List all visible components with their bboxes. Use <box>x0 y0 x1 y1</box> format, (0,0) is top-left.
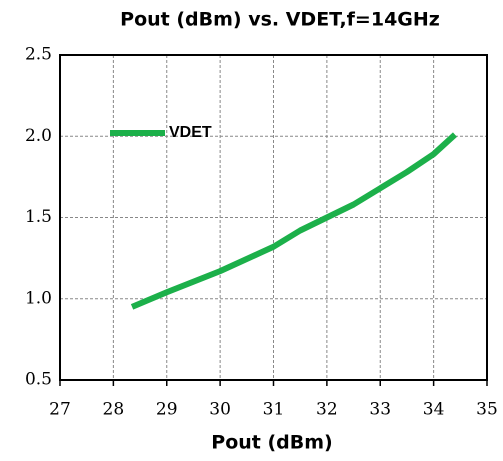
x-tick-label: 34 <box>423 400 445 420</box>
x-tick-label: 31 <box>263 400 285 420</box>
y-tick-label: 0.5 <box>25 370 52 390</box>
x-tick-label: 35 <box>476 400 498 420</box>
x-axis-label: Pout (dBm) <box>211 432 332 454</box>
y-tick-label: 2.0 <box>25 126 52 146</box>
x-tick-label: 30 <box>209 400 231 420</box>
chart-title: Pout (dBm) vs. VDET,f=14GHz <box>120 9 440 31</box>
x-tick-label: 33 <box>369 400 391 420</box>
data-line <box>130 132 457 310</box>
legend-label: VDET <box>169 124 212 141</box>
plot-frame <box>59 54 488 381</box>
y-tick-label: 1.5 <box>25 207 52 227</box>
x-tick-label: 28 <box>103 400 125 420</box>
x-tick-label: 27 <box>49 400 71 420</box>
x-tick-label: 29 <box>156 400 178 420</box>
y-tick-label: 1.0 <box>25 288 52 308</box>
x-tick-label: 32 <box>316 400 338 420</box>
y-tick-label: 2.5 <box>25 45 52 65</box>
